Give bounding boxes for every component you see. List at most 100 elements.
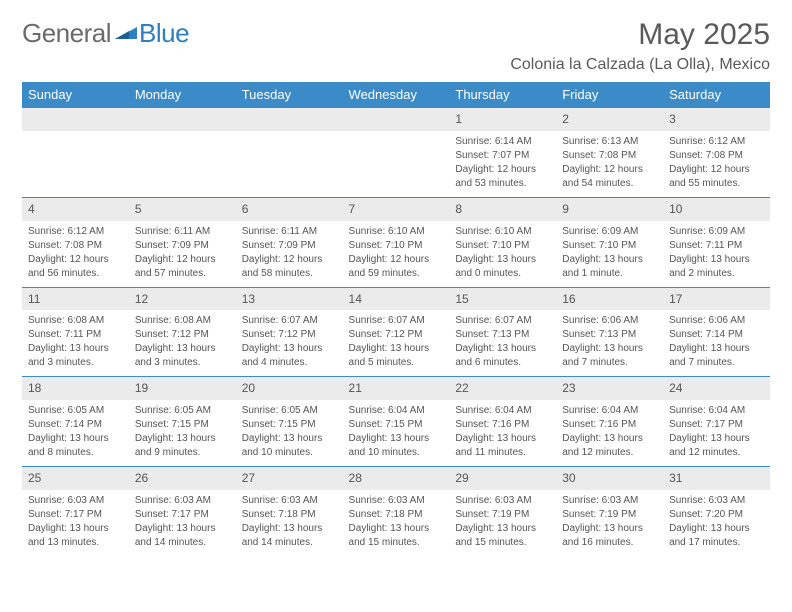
sunrise-line: Sunrise: 6:12 AM <box>28 225 123 239</box>
day-number: 29 <box>449 467 556 490</box>
calendar-table: SundayMondayTuesdayWednesdayThursdayFrid… <box>22 82 770 556</box>
location-text: Colonia la Calzada (La Olla), Mexico <box>510 56 770 74</box>
daylight-line-2: and 12 minutes. <box>562 446 657 460</box>
day-number: 22 <box>449 377 556 400</box>
day-number: 26 <box>129 467 236 490</box>
sunrise-line: Sunrise: 6:07 AM <box>349 314 444 328</box>
calendar-cell: 30Sunrise: 6:03 AMSunset: 7:19 PMDayligh… <box>556 467 663 556</box>
calendar-cell: 16Sunrise: 6:06 AMSunset: 7:13 PMDayligh… <box>556 287 663 377</box>
day-number: 12 <box>129 288 236 311</box>
sunset-line: Sunset: 7:15 PM <box>135 418 230 432</box>
daylight-line-2: and 1 minute. <box>562 267 657 281</box>
sunrise-line: Sunrise: 6:10 AM <box>349 225 444 239</box>
daylight-line-1: Daylight: 12 hours <box>562 163 657 177</box>
sunset-line: Sunset: 7:19 PM <box>455 508 550 522</box>
daylight-line-2: and 0 minutes. <box>455 267 550 281</box>
sunrise-line: Sunrise: 6:11 AM <box>242 225 337 239</box>
weekday-header: Monday <box>129 82 236 108</box>
sunset-line: Sunset: 7:18 PM <box>242 508 337 522</box>
day-number: 15 <box>449 288 556 311</box>
sunrise-line: Sunrise: 6:07 AM <box>455 314 550 328</box>
daylight-line-1: Daylight: 13 hours <box>455 342 550 356</box>
calendar-cell: 28Sunrise: 6:03 AMSunset: 7:18 PMDayligh… <box>343 467 450 556</box>
day-number: 6 <box>236 198 343 221</box>
day-number: 1 <box>449 108 556 131</box>
daylight-line-2: and 56 minutes. <box>28 267 123 281</box>
daylight-line-1: Daylight: 13 hours <box>135 522 230 536</box>
calendar-cell <box>129 108 236 198</box>
daylight-line-2: and 54 minutes. <box>562 177 657 191</box>
sunset-line: Sunset: 7:12 PM <box>349 328 444 342</box>
daynum-empty <box>236 108 343 131</box>
day-number: 3 <box>663 108 770 131</box>
sunset-line: Sunset: 7:20 PM <box>669 508 764 522</box>
calendar-cell: 13Sunrise: 6:07 AMSunset: 7:12 PMDayligh… <box>236 287 343 377</box>
day-number: 4 <box>22 198 129 221</box>
sunrise-line: Sunrise: 6:14 AM <box>455 135 550 149</box>
sunset-line: Sunset: 7:10 PM <box>562 239 657 253</box>
month-title: May 2025 <box>510 18 770 52</box>
sunrise-line: Sunrise: 6:05 AM <box>242 404 337 418</box>
daylight-line-1: Daylight: 13 hours <box>135 342 230 356</box>
weekday-header: Saturday <box>663 82 770 108</box>
calendar-cell <box>22 108 129 198</box>
sunset-line: Sunset: 7:07 PM <box>455 149 550 163</box>
daylight-line-2: and 13 minutes. <box>28 536 123 550</box>
sunset-line: Sunset: 7:17 PM <box>669 418 764 432</box>
daylight-line-1: Daylight: 13 hours <box>28 432 123 446</box>
sunrise-line: Sunrise: 6:05 AM <box>28 404 123 418</box>
daylight-line-2: and 59 minutes. <box>349 267 444 281</box>
calendar-cell: 10Sunrise: 6:09 AMSunset: 7:11 PMDayligh… <box>663 197 770 287</box>
day-number: 18 <box>22 377 129 400</box>
calendar-cell: 2Sunrise: 6:13 AMSunset: 7:08 PMDaylight… <box>556 108 663 198</box>
sunrise-line: Sunrise: 6:13 AM <box>562 135 657 149</box>
sunset-line: Sunset: 7:13 PM <box>455 328 550 342</box>
daylight-line-2: and 9 minutes. <box>135 446 230 460</box>
calendar-cell: 14 Sunrise: 6:07 AMSunset: 7:12 PMDayligh… <box>343 287 450 377</box>
daylight-line-1: Daylight: 12 hours <box>242 253 337 267</box>
sunset-line: Sunset: 7:11 PM <box>669 239 764 253</box>
daylight-line-2: and 10 minutes. <box>242 446 337 460</box>
sunrise-line: Sunrise: 6:08 AM <box>28 314 123 328</box>
calendar-cell <box>236 108 343 198</box>
sunrise-line: Sunrise: 6:03 AM <box>349 494 444 508</box>
day-number: 27 <box>236 467 343 490</box>
day-number: 7 <box>343 198 450 221</box>
calendar-cell: 23Sunrise: 6:04 AMSunset: 7:16 PMDayligh… <box>556 377 663 467</box>
daylight-line-1: Daylight: 13 hours <box>349 522 444 536</box>
calendar-week-row: 4Sunrise: 6:12 AMSunset: 7:08 PMDaylight… <box>22 197 770 287</box>
daylight-line-2: and 7 minutes. <box>669 356 764 370</box>
weekday-header-row: SundayMondayTuesdayWednesdayThursdayFrid… <box>22 82 770 108</box>
daynum-empty <box>343 108 450 131</box>
daylight-line-2: and 7 minutes. <box>562 356 657 370</box>
calendar-cell: 7Sunrise: 6:10 AMSunset: 7:10 PMDaylight… <box>343 197 450 287</box>
day-number: 14 <box>343 288 450 311</box>
calendar-cell: 3Sunrise: 6:12 AMSunset: 7:08 PMDaylight… <box>663 108 770 198</box>
daylight-line-2: and 15 minutes. <box>455 536 550 550</box>
daylight-line-1: Daylight: 13 hours <box>349 342 444 356</box>
sunrise-line: Sunrise: 6:06 AM <box>669 314 764 328</box>
sunrise-line: Sunrise: 6:04 AM <box>562 404 657 418</box>
sunset-line: Sunset: 7:14 PM <box>669 328 764 342</box>
daylight-line-2: and 17 minutes. <box>669 536 764 550</box>
sunset-line: Sunset: 7:15 PM <box>242 418 337 432</box>
daylight-line-1: Daylight: 13 hours <box>28 522 123 536</box>
daylight-line-2: and 55 minutes. <box>669 177 764 191</box>
day-number: 19 <box>129 377 236 400</box>
sunrise-line: Sunrise: 6:04 AM <box>349 404 444 418</box>
daylight-line-1: Daylight: 13 hours <box>455 432 550 446</box>
daylight-line-1: Daylight: 13 hours <box>562 432 657 446</box>
brand-part1: General <box>22 18 111 49</box>
daylight-line-1: Daylight: 13 hours <box>669 342 764 356</box>
title-block: May 2025 Colonia la Calzada (La Olla), M… <box>510 18 770 74</box>
sunset-line: Sunset: 7:16 PM <box>562 418 657 432</box>
sunset-line: Sunset: 7:13 PM <box>562 328 657 342</box>
calendar-cell: 17Sunrise: 6:06 AMSunset: 7:14 PMDayligh… <box>663 287 770 377</box>
sunset-line: Sunset: 7:11 PM <box>28 328 123 342</box>
calendar-cell: 25Sunrise: 6:03 AMSunset: 7:17 PMDayligh… <box>22 467 129 556</box>
calendar-week-row: 11Sunrise: 6:08 AMSunset: 7:11 PMDayligh… <box>22 287 770 377</box>
daylight-line-2: and 14 minutes. <box>242 536 337 550</box>
daylight-line-1: Daylight: 13 hours <box>28 342 123 356</box>
weekday-header: Thursday <box>449 82 556 108</box>
calendar-cell: 27Sunrise: 6:03 AMSunset: 7:18 PMDayligh… <box>236 467 343 556</box>
